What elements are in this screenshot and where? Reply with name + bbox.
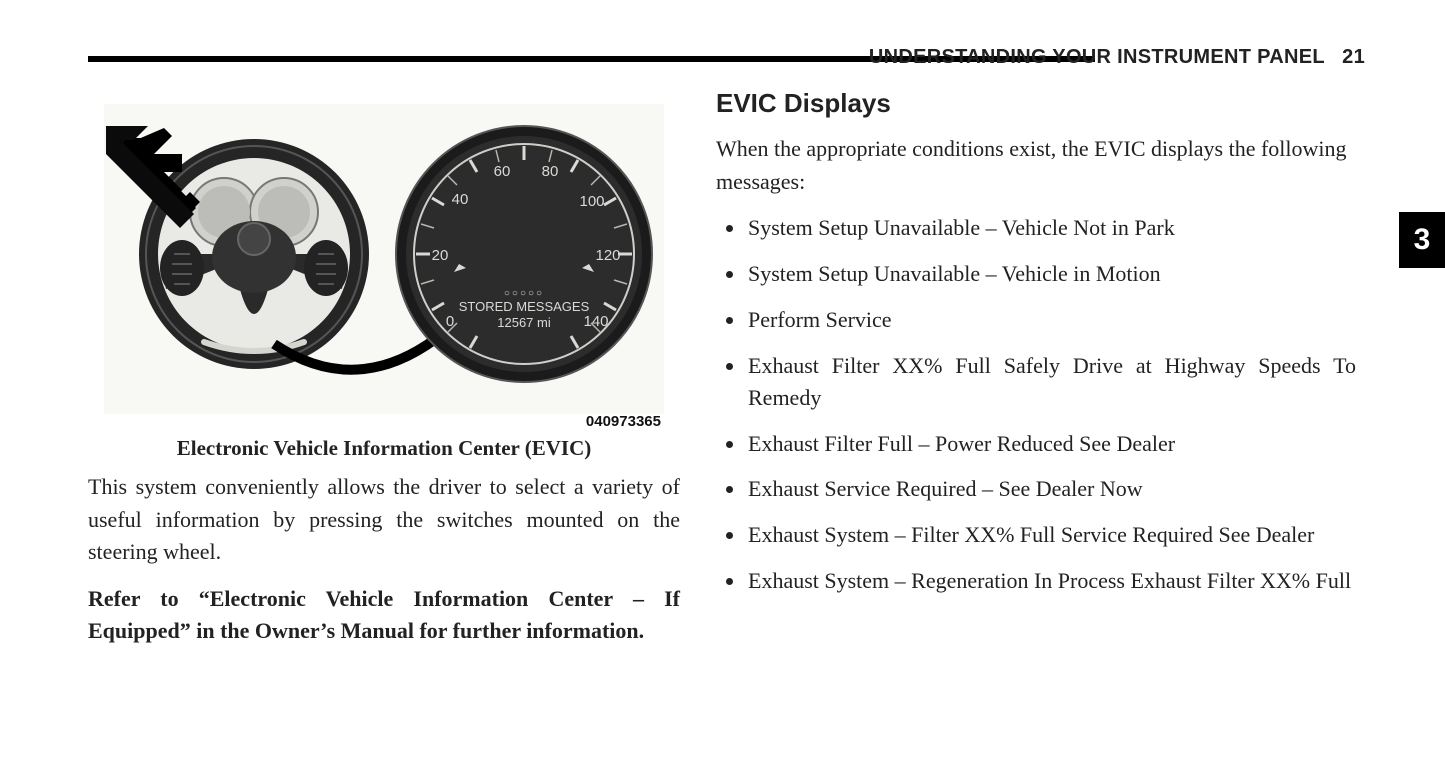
list-item: Exhaust Filter Full – Power Reduced See … — [746, 428, 1356, 460]
figure-id: 040973365 — [99, 413, 661, 430]
svg-text:80: 80 — [542, 163, 559, 180]
list-item: Perform Service — [746, 304, 1356, 336]
svg-text:120: 120 — [595, 247, 620, 264]
svg-text:STORED MESSAGES: STORED MESSAGES — [459, 299, 590, 314]
steering-wheel-icon — [139, 139, 369, 369]
svg-text:20: 20 — [432, 247, 449, 264]
list-item: System Setup Unavailable – Vehicle Not i… — [746, 212, 1356, 244]
evic-illustration: 0 20 40 60 80 100 120 140 ○○○○○ S — [104, 104, 664, 414]
evic-displays-intro: When the appropriate conditions exist, t… — [716, 133, 1356, 198]
speedometer-icon: 0 20 40 60 80 100 120 140 ○○○○○ S — [396, 126, 652, 382]
svg-text:140: 140 — [583, 313, 608, 330]
evic-messages-list: System Setup Unavailable – Vehicle Not i… — [716, 212, 1356, 597]
evic-reference-note: Refer to “Electronic Vehicle Information… — [88, 583, 680, 648]
svg-text:○○○○○: ○○○○○ — [504, 288, 544, 299]
section-title: EVIC Displays — [716, 88, 1356, 119]
svg-text:40: 40 — [452, 191, 469, 208]
list-item: Exhaust System – Regeneration In Process… — [746, 565, 1356, 597]
svg-text:12567 mi: 12567 mi — [497, 315, 551, 330]
list-item: Exhaust Filter XX% Full Safely Drive at … — [746, 350, 1356, 414]
svg-text:100: 100 — [579, 193, 604, 210]
list-item: Exhaust Service Required – See Dealer No… — [746, 473, 1356, 505]
evic-description: This system conveniently allows the driv… — [88, 471, 680, 569]
svg-text:60: 60 — [494, 163, 511, 180]
evic-figure: 0 20 40 60 80 100 120 140 ○○○○○ S — [99, 104, 669, 461]
list-item: Exhaust System – Filter XX% Full Service… — [746, 519, 1356, 551]
svg-text:0: 0 — [446, 313, 454, 330]
list-item: System Setup Unavailable – Vehicle in Mo… — [746, 258, 1356, 290]
left-column: 0 20 40 60 80 100 120 140 ○○○○○ S — [88, 52, 680, 662]
right-column: EVIC Displays When the appropriate condi… — [716, 52, 1356, 662]
figure-caption: Electronic Vehicle Information Center (E… — [99, 436, 669, 461]
chapter-tab: 3 — [1399, 212, 1445, 268]
